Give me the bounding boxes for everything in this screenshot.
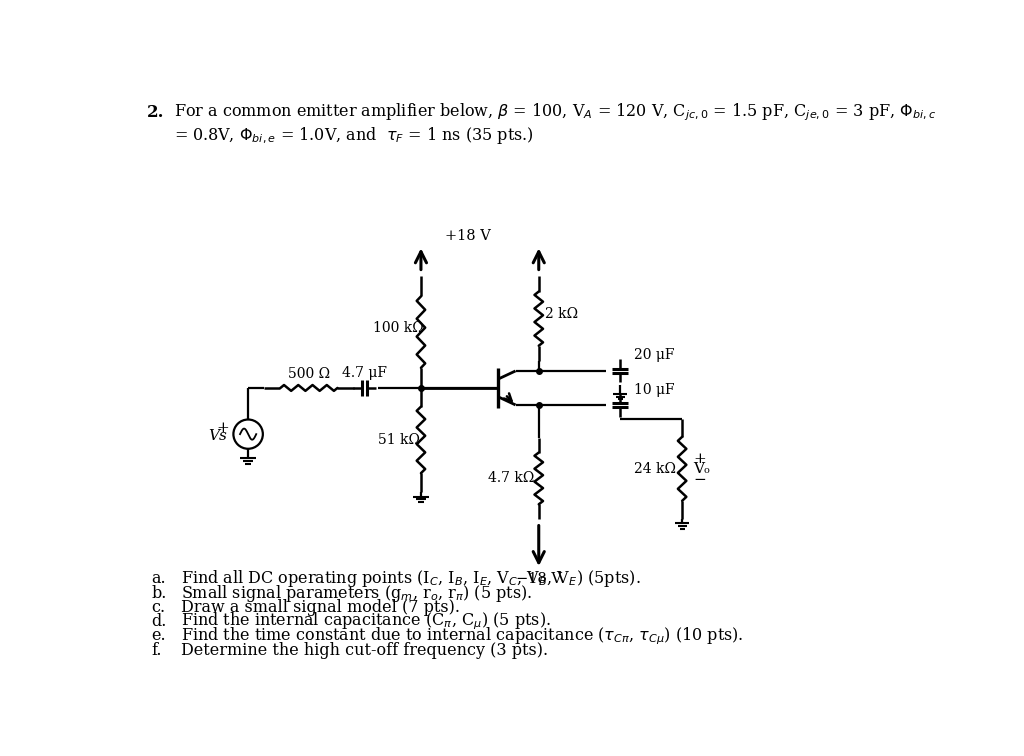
Text: = 0.8V, $\Phi_{bi,e}$ = 1.0V, and  $\tau_F$ = 1 ns (35 pts.): = 0.8V, $\Phi_{bi,e}$ = 1.0V, and $\tau_… <box>174 125 535 146</box>
Text: +18 V: +18 V <box>445 229 492 243</box>
Text: 24 kΩ: 24 kΩ <box>634 462 676 476</box>
Text: 2 kΩ: 2 kΩ <box>545 307 579 321</box>
Text: 4.7 kΩ: 4.7 kΩ <box>488 472 535 485</box>
Text: For a common emitter amplifier below, $\beta$ = 100, V$_A$ = 120 V, C$_{jc,0}$ =: For a common emitter amplifier below, $\… <box>174 101 937 123</box>
Text: −: − <box>693 473 706 488</box>
Text: Vₒ: Vₒ <box>693 462 710 476</box>
Text: +: + <box>693 452 706 466</box>
Text: Determine the high cut-off frequency (3 pts).: Determine the high cut-off frequency (3 … <box>180 642 548 658</box>
Text: a.: a. <box>152 570 166 587</box>
Text: d.: d. <box>152 613 167 631</box>
Text: Vs: Vs <box>208 429 227 443</box>
Text: Find all DC operating points (I$_C$, I$_B$, I$_E$, V$_C$, V$_B$, V$_E$) (5pts).: Find all DC operating points (I$_C$, I$_… <box>180 569 640 590</box>
Text: −18 V: −18 V <box>516 572 562 586</box>
Text: 10 μF: 10 μF <box>634 383 675 397</box>
Text: 2.: 2. <box>147 104 165 121</box>
Text: 500 Ω: 500 Ω <box>288 367 330 381</box>
Text: 51 kΩ: 51 kΩ <box>378 433 420 447</box>
Text: +: + <box>216 420 228 435</box>
Text: 100 kΩ: 100 kΩ <box>373 321 424 335</box>
Text: f.: f. <box>152 642 162 658</box>
Text: 20 μF: 20 μF <box>634 348 675 361</box>
Text: c.: c. <box>152 599 165 616</box>
Text: Draw a small signal model (7 pts).: Draw a small signal model (7 pts). <box>180 599 460 616</box>
Text: Find the time constant due to internal capacitance ($\tau_{C\pi}$, $\tau_{C\mu}$: Find the time constant due to internal c… <box>180 625 743 646</box>
Text: b.: b. <box>152 584 167 602</box>
Text: Small signal parameters (g$_m$, r$_o$, r$_{\pi}$) (5 pts).: Small signal parameters (g$_m$, r$_o$, r… <box>180 583 531 603</box>
Text: Find the internal capacitance (C$_{\pi}$, C$_{\mu}$) (5 pts).: Find the internal capacitance (C$_{\pi}$… <box>180 611 551 633</box>
Text: e.: e. <box>152 627 166 644</box>
Text: 4.7 μF: 4.7 μF <box>342 366 387 380</box>
